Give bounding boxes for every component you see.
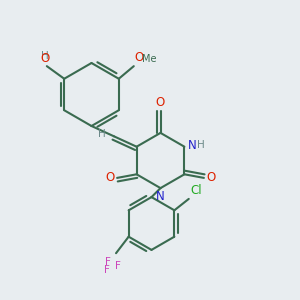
Text: H: H — [41, 51, 49, 61]
Text: F: F — [104, 265, 110, 275]
Text: N: N — [156, 190, 165, 202]
Text: H: H — [197, 140, 205, 150]
Text: O: O — [156, 96, 165, 109]
Text: O: O — [134, 51, 144, 64]
Text: O: O — [105, 171, 115, 184]
Text: N: N — [188, 139, 197, 152]
Text: F: F — [115, 261, 121, 271]
Text: Me: Me — [142, 54, 157, 64]
Text: Cl: Cl — [190, 184, 202, 197]
Text: O: O — [206, 171, 216, 184]
Text: H: H — [98, 129, 105, 139]
Text: F: F — [105, 257, 111, 267]
Text: O: O — [41, 52, 50, 64]
